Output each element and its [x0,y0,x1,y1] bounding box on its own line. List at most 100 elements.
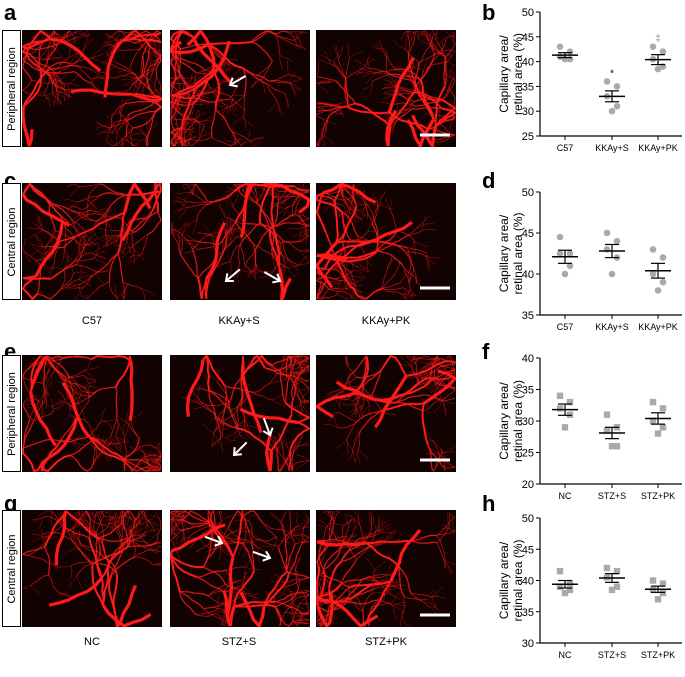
vessel [145,58,158,67]
vessel [100,522,115,525]
vessel [226,219,232,233]
vessel [137,534,148,546]
vessel [170,128,181,138]
vessel [279,374,286,404]
vessel [189,101,204,106]
vessel [44,536,57,544]
vessel [284,612,299,614]
data-point [566,262,574,270]
vessel [71,441,86,445]
vessel [240,244,245,265]
y-axis-label-line1: Capillary area/ [497,214,511,292]
vessel [421,355,438,370]
vessel [170,56,177,83]
x-tick-label: KKAy+PK [638,143,678,153]
vessel [68,375,83,392]
vessel [342,535,356,542]
vessel [316,566,321,609]
vessel [382,288,403,295]
vessel [208,595,227,605]
vessel [361,384,365,406]
vessel [387,592,400,600]
vessel [231,538,252,542]
vessel [239,183,254,238]
vessel [385,529,396,541]
vessel [133,32,162,44]
vessel [316,105,328,111]
vessel [22,585,32,589]
vessel [30,585,42,596]
vessel [130,211,159,221]
vessel [345,355,350,366]
vessel [91,561,118,576]
vessel [56,90,66,102]
vessel [291,446,298,467]
vessel [128,250,135,264]
vessel [230,136,242,146]
vessel [319,520,331,529]
vessel [30,355,43,364]
vessel [298,261,310,266]
vessel [153,42,162,55]
vessel [297,355,302,368]
vessel [374,202,379,223]
vessel [273,573,285,583]
y-tick-label: 30 [522,106,534,118]
vessel [287,60,289,75]
vessel [206,375,219,383]
vessel [406,247,427,254]
vessel [95,268,109,273]
vessel [256,184,268,203]
vessel [337,421,357,429]
vessel [22,404,38,406]
arrow-icon [204,535,224,547]
vessel [316,391,355,418]
vessel [284,402,310,424]
vessel [22,393,33,405]
vessel [170,118,177,139]
vessel [108,43,116,57]
vessel [108,516,123,519]
vessel [360,532,372,541]
vessel [148,52,162,60]
vessel [92,230,102,242]
data-point [608,443,616,450]
vessel [58,381,72,388]
vessel [45,367,51,382]
vessel [49,67,69,76]
vessel [256,264,267,276]
vessel [431,596,447,599]
vessel [189,72,194,87]
vessel [153,88,162,101]
vessel [101,604,152,627]
vessel [46,58,61,61]
vessel [107,444,119,455]
vessel [344,78,349,108]
vessel [63,248,69,262]
vessel [443,56,447,87]
data-point [613,254,621,261]
vessel [297,388,310,393]
vessel [434,85,446,127]
vessel [103,40,118,44]
vessel [88,420,102,438]
vessel [271,586,286,592]
vessel [50,510,53,526]
vessel [74,231,87,239]
vessel [235,519,250,522]
vessel [372,42,384,53]
vessel [420,358,441,361]
vessel [202,68,211,88]
vessel [62,355,92,360]
vessel [208,390,232,411]
vessel [61,382,91,438]
vessel [404,48,420,64]
vessel [250,41,273,62]
vessel [63,375,84,381]
vessel [172,54,197,74]
vessel [92,280,110,293]
vessel [389,91,416,127]
vessel [204,278,211,300]
vessel [98,513,111,522]
vessel [115,73,136,79]
